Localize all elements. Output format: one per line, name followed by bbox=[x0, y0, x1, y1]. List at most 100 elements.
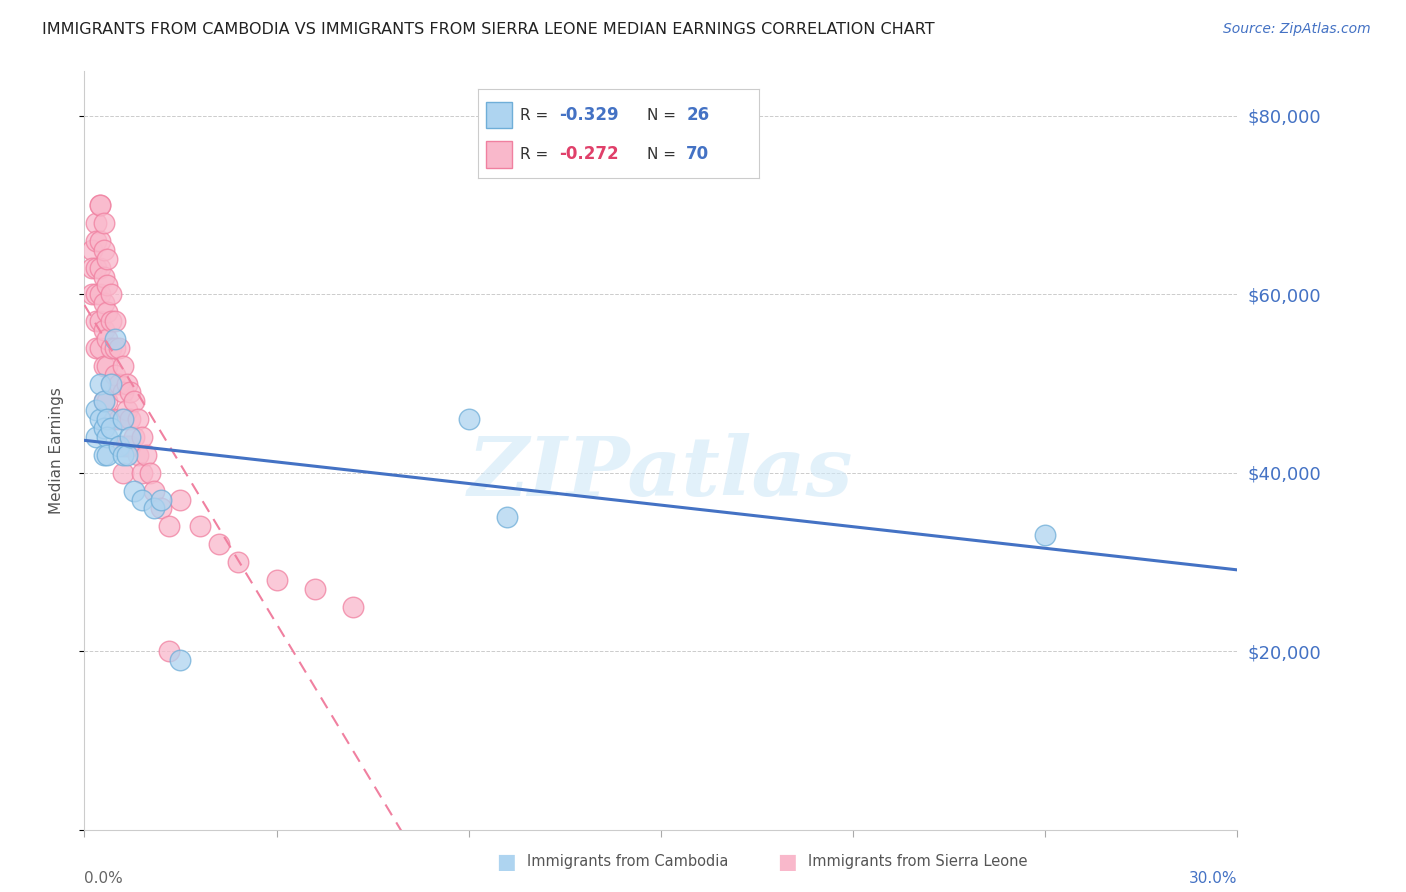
Point bbox=[157, 644, 180, 658]
Point bbox=[89, 314, 111, 328]
Point bbox=[96, 332, 118, 346]
Text: ■: ■ bbox=[496, 853, 516, 872]
Point bbox=[111, 412, 134, 426]
Point bbox=[84, 403, 107, 417]
Point bbox=[496, 510, 519, 524]
Point bbox=[89, 198, 111, 212]
Point bbox=[104, 314, 127, 328]
Point bbox=[80, 243, 103, 257]
Text: 30.0%: 30.0% bbox=[1189, 871, 1237, 887]
Text: Immigrants from Cambodia: Immigrants from Cambodia bbox=[527, 854, 728, 869]
Text: Immigrants from Sierra Leone: Immigrants from Sierra Leone bbox=[808, 854, 1028, 869]
Point bbox=[457, 412, 479, 426]
Point bbox=[84, 260, 107, 275]
Point bbox=[120, 430, 142, 444]
Text: 0.0%: 0.0% bbox=[84, 871, 124, 887]
Point bbox=[93, 394, 115, 409]
Point bbox=[80, 287, 103, 301]
Point bbox=[80, 260, 103, 275]
Point bbox=[108, 341, 131, 355]
Text: R =: R = bbox=[520, 108, 554, 122]
Point bbox=[124, 394, 146, 409]
Y-axis label: Median Earnings: Median Earnings bbox=[49, 387, 63, 514]
Point bbox=[138, 466, 160, 480]
Text: R =: R = bbox=[520, 147, 554, 161]
Point bbox=[89, 260, 111, 275]
Point bbox=[226, 555, 249, 569]
Point bbox=[89, 341, 111, 355]
Point bbox=[84, 234, 107, 248]
Point bbox=[304, 582, 326, 596]
Text: ■: ■ bbox=[778, 853, 797, 872]
Point bbox=[96, 359, 118, 373]
Point bbox=[157, 519, 180, 533]
Point bbox=[104, 368, 127, 382]
Text: 70: 70 bbox=[686, 145, 709, 163]
Point bbox=[108, 412, 131, 426]
Point bbox=[100, 341, 122, 355]
Point bbox=[84, 341, 107, 355]
Text: -0.329: -0.329 bbox=[560, 106, 619, 124]
Point bbox=[93, 323, 115, 337]
Point bbox=[93, 296, 115, 310]
Point bbox=[84, 430, 107, 444]
Point bbox=[124, 483, 146, 498]
Point bbox=[96, 448, 118, 462]
Point bbox=[120, 439, 142, 453]
Text: ZIPatlas: ZIPatlas bbox=[468, 434, 853, 513]
Point bbox=[96, 278, 118, 293]
Bar bbox=[486, 102, 512, 128]
Point bbox=[111, 439, 134, 453]
Point bbox=[104, 412, 127, 426]
Point bbox=[96, 394, 118, 409]
Point bbox=[115, 448, 138, 462]
Point bbox=[93, 421, 115, 435]
Point bbox=[84, 216, 107, 230]
Point bbox=[169, 653, 191, 667]
Point bbox=[104, 341, 127, 355]
Point bbox=[131, 492, 153, 507]
Point bbox=[1033, 528, 1056, 542]
Point bbox=[142, 483, 165, 498]
Point bbox=[84, 287, 107, 301]
Point bbox=[93, 359, 115, 373]
Point bbox=[108, 376, 131, 391]
Point bbox=[111, 412, 134, 426]
Point bbox=[131, 430, 153, 444]
Point bbox=[89, 234, 111, 248]
Point bbox=[96, 305, 118, 319]
Point bbox=[188, 519, 211, 533]
Point bbox=[96, 412, 118, 426]
Text: 26: 26 bbox=[686, 106, 709, 124]
Point bbox=[93, 216, 115, 230]
Text: N =: N = bbox=[647, 147, 681, 161]
Point bbox=[150, 492, 173, 507]
Point bbox=[111, 385, 134, 400]
Point bbox=[135, 448, 157, 462]
Point bbox=[100, 376, 122, 391]
Point bbox=[266, 573, 288, 587]
Point bbox=[104, 332, 127, 346]
Point bbox=[84, 314, 107, 328]
Point bbox=[111, 466, 134, 480]
Point bbox=[89, 198, 111, 212]
Text: Source: ZipAtlas.com: Source: ZipAtlas.com bbox=[1223, 22, 1371, 37]
Point bbox=[100, 287, 122, 301]
Text: -0.272: -0.272 bbox=[560, 145, 619, 163]
Point bbox=[89, 287, 111, 301]
Point bbox=[150, 501, 173, 516]
Point bbox=[108, 439, 131, 453]
Text: IMMIGRANTS FROM CAMBODIA VS IMMIGRANTS FROM SIERRA LEONE MEDIAN EARNINGS CORRELA: IMMIGRANTS FROM CAMBODIA VS IMMIGRANTS F… bbox=[42, 22, 935, 37]
Point bbox=[115, 376, 138, 391]
Point bbox=[111, 359, 134, 373]
Point bbox=[120, 385, 142, 400]
Point bbox=[169, 492, 191, 507]
Point bbox=[100, 376, 122, 391]
Point bbox=[93, 269, 115, 284]
Point bbox=[100, 314, 122, 328]
Point bbox=[100, 421, 122, 435]
Point bbox=[93, 448, 115, 462]
Point bbox=[89, 376, 111, 391]
Text: N =: N = bbox=[647, 108, 681, 122]
Point bbox=[342, 599, 364, 614]
